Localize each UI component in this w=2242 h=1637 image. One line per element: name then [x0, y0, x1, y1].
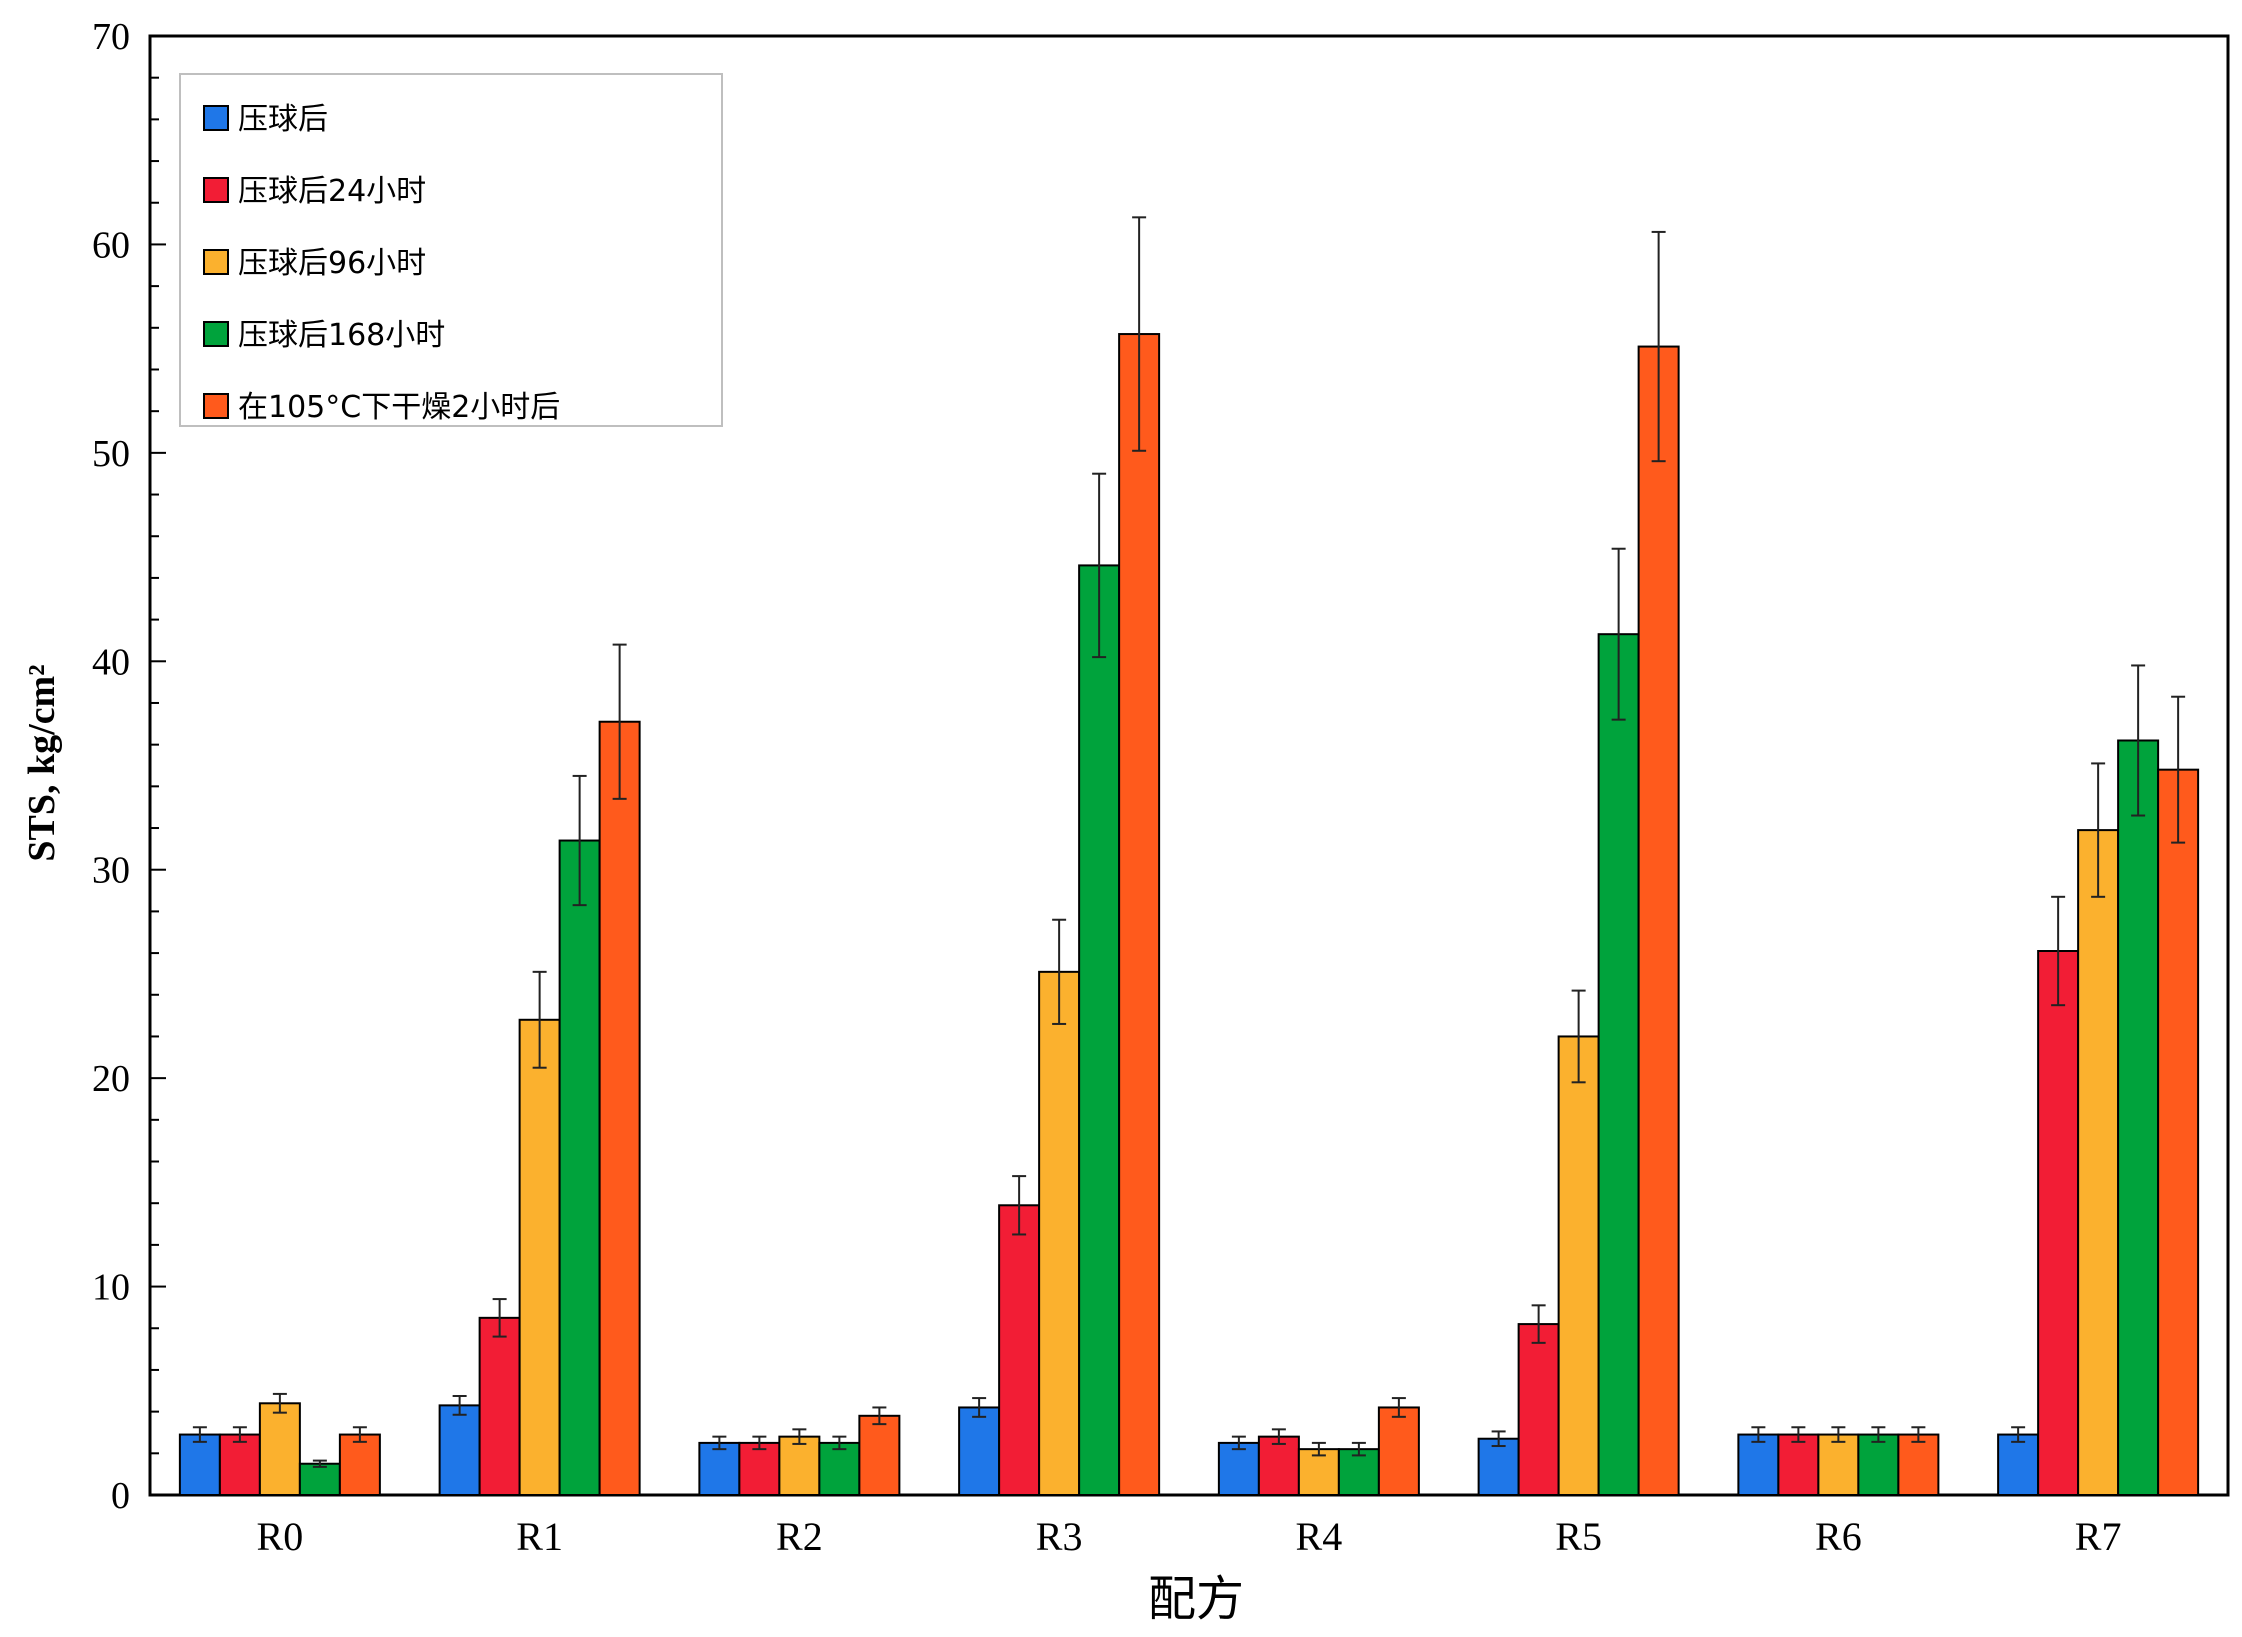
- legend-label: 压球后: [238, 102, 328, 137]
- bar: [258, 1402, 301, 1496]
- bar: [1897, 1433, 1940, 1496]
- bar: [1257, 1435, 1300, 1497]
- bar: [438, 1404, 481, 1497]
- y-axis-label: STS, kg/cm²: [21, 664, 63, 861]
- bar: [1118, 333, 1161, 1496]
- y-tick-label: 0: [111, 1475, 130, 1517]
- bar: [958, 1406, 1001, 1496]
- legend-swatch: [203, 321, 229, 347]
- y-tick-label: 70: [92, 16, 130, 58]
- x-tick-label: R1: [516, 1514, 563, 1559]
- bar: [2117, 739, 2160, 1496]
- bar: [1737, 1433, 1780, 1496]
- legend-swatch: [203, 177, 229, 203]
- x-tick-label: R4: [1296, 1514, 1343, 1559]
- bar: [1857, 1433, 1900, 1496]
- bar: [1997, 1433, 2040, 1496]
- bar: [778, 1435, 821, 1497]
- y-tick-label: 60: [92, 224, 130, 266]
- legend-label: 压球后24小时: [238, 174, 426, 209]
- y-tick-label: 40: [92, 641, 130, 683]
- bar: [1517, 1323, 1560, 1497]
- legend-label: 压球后96小时: [238, 246, 426, 281]
- bar: [1597, 633, 1640, 1496]
- bar: [598, 720, 641, 1496]
- legend-box: [179, 73, 723, 427]
- x-tick-label: R2: [776, 1514, 823, 1559]
- bar: [2077, 829, 2120, 1496]
- y-tick-label: 10: [92, 1267, 130, 1309]
- bar: [2037, 950, 2080, 1496]
- legend-swatch: [203, 393, 229, 419]
- bar: [1217, 1441, 1260, 1496]
- x-tick-label: R0: [257, 1514, 304, 1559]
- bar: [178, 1433, 221, 1496]
- bar: [998, 1204, 1041, 1497]
- bar: [698, 1441, 741, 1496]
- x-tick-label: R6: [1815, 1514, 1862, 1559]
- bars: [178, 216, 2200, 1497]
- bar: [518, 1018, 561, 1496]
- bar: [478, 1316, 521, 1496]
- bar: [1078, 564, 1121, 1496]
- x-axis: R0 R1 R2 R3 R4 R5 R6 R7: [257, 1514, 2122, 1559]
- bar: [218, 1433, 261, 1496]
- bar: [738, 1441, 781, 1496]
- bar: [1477, 1437, 1520, 1496]
- y-tick-label: 20: [92, 1058, 130, 1100]
- x-tick-label: R5: [1555, 1514, 1602, 1559]
- bar: [558, 839, 601, 1496]
- legend-label: 在105°C下干燥2小时后: [238, 390, 560, 425]
- x-tick-label: R3: [1036, 1514, 1083, 1559]
- bar: [298, 1462, 341, 1497]
- legend-swatch: [203, 249, 229, 275]
- bar: [2157, 768, 2200, 1496]
- bar: [1817, 1433, 1860, 1496]
- bar: [338, 1433, 381, 1496]
- bar: [1777, 1433, 1820, 1496]
- legend-label: 压球后168小时: [238, 318, 445, 353]
- y-tick-label: 50: [92, 433, 130, 475]
- bar: [1557, 1035, 1600, 1496]
- bar: [1377, 1406, 1420, 1496]
- bar: [858, 1414, 901, 1496]
- legend-swatch: [203, 105, 229, 131]
- y-tick-label: 30: [92, 850, 130, 892]
- bar: [1637, 345, 1680, 1496]
- bar: [818, 1441, 861, 1496]
- x-axis-label: 配方: [1148, 1571, 1244, 1627]
- bar: [1038, 970, 1081, 1496]
- x-tick-label: R7: [2075, 1514, 2122, 1559]
- bar: [1337, 1448, 1380, 1497]
- y-axis: 0 10 20 30 40 50 60 70: [92, 16, 166, 1517]
